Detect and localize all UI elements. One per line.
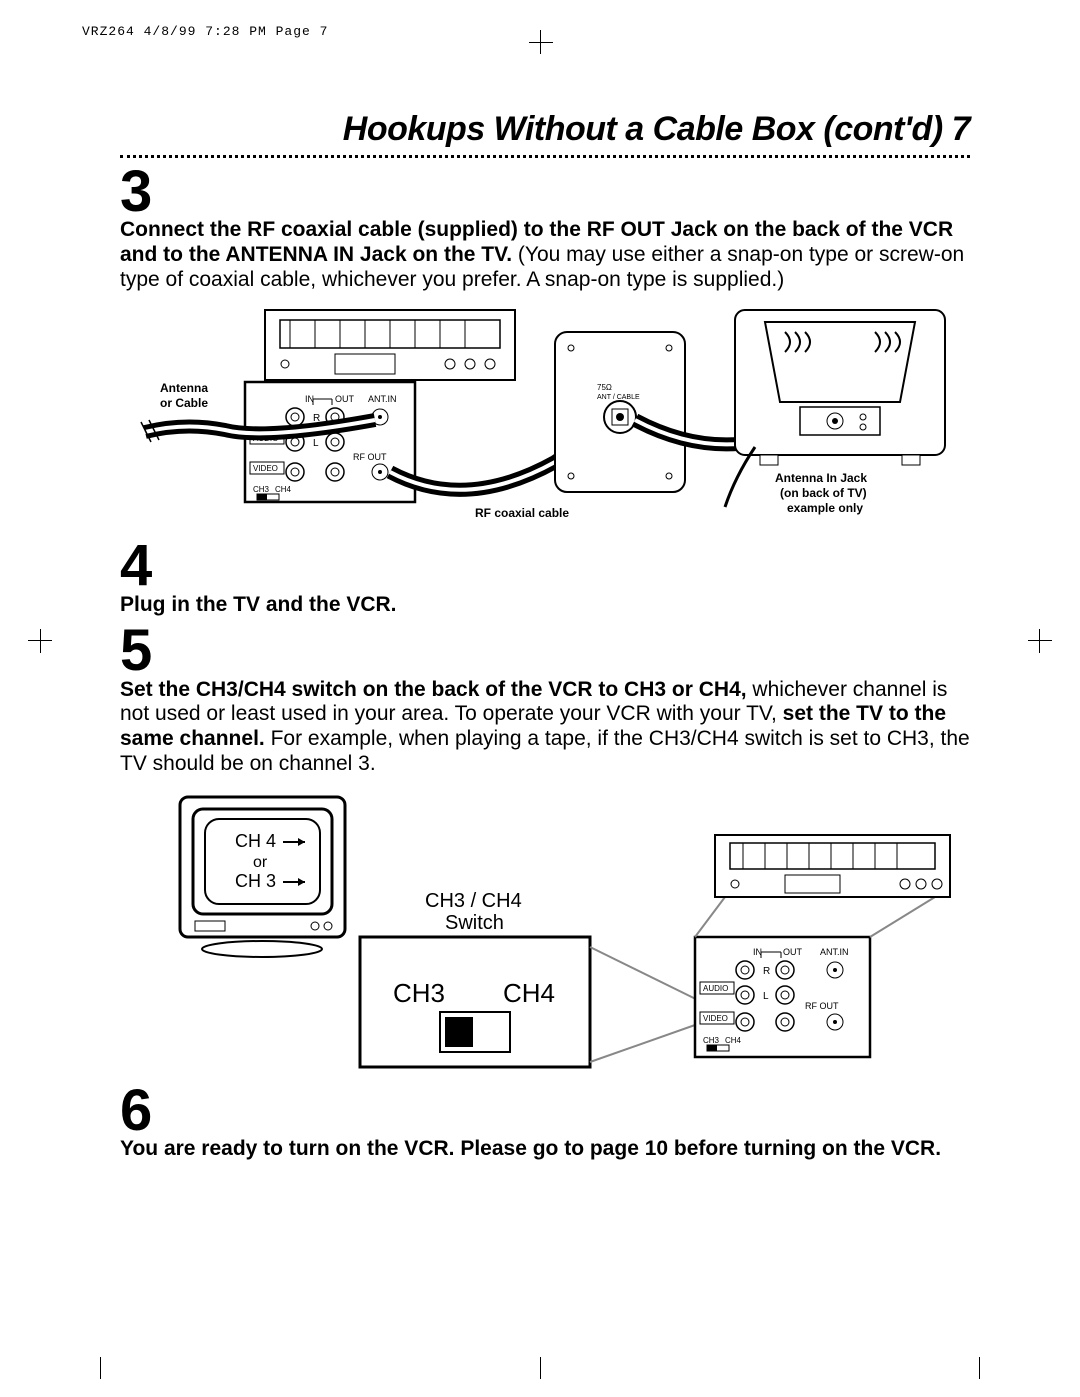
crop-mark [1028, 640, 1052, 641]
label-big-ch4: CH4 [503, 978, 555, 1008]
svg-text:L: L [313, 438, 319, 449]
label-or: or [253, 854, 268, 871]
svg-text:75Ω: 75Ω [597, 383, 612, 392]
crop-mark [100, 1357, 101, 1379]
step-5-text: Set the CH3/CH4 switch on the back of th… [120, 678, 970, 777]
dotted-rule [120, 155, 970, 158]
svg-text:RF OUT: RF OUT [353, 452, 387, 462]
step-6-number: 6 [120, 1085, 970, 1137]
label-switch-sub: Switch [445, 912, 504, 934]
crop-mark [1039, 629, 1040, 653]
crop-mark [979, 1357, 980, 1379]
step-5-number: 5 [120, 625, 970, 677]
svg-text:CH4: CH4 [725, 1036, 742, 1045]
vcr-top-unit-icon [715, 835, 950, 897]
svg-text:ANT.IN: ANT.IN [368, 394, 397, 404]
svg-text:CH4: CH4 [275, 485, 292, 494]
step-5-bold-1: Set the CH3/CH4 switch on the back of th… [120, 678, 747, 701]
vcr-top-icon [265, 310, 515, 380]
label-ch3: CH 3 [235, 871, 276, 891]
label-rf-cable: RF coaxial cable [475, 506, 569, 520]
label-tv-jack-3: example only [787, 501, 863, 515]
antenna-plate-icon: 75Ω ANT / CABLE [555, 332, 685, 492]
label-tv-jack-1: Antenna In Jack [775, 471, 867, 485]
figure-1: Antenna or Cable IN OUT A [120, 302, 970, 532]
page-content: Hookups Without a Cable Box (cont'd) 7 3… [120, 110, 970, 1162]
svg-text:CH3: CH3 [253, 485, 270, 494]
svg-text:OUT: OUT [335, 394, 355, 404]
label-switch-title: CH3 / CH4 [425, 890, 522, 912]
step-6-text: You are ready to turn on the VCR. Please… [120, 1137, 970, 1162]
svg-text:R: R [763, 966, 770, 977]
step-6-bold: You are ready to turn on the VCR. Please… [120, 1137, 941, 1160]
svg-text:RF OUT: RF OUT [805, 1001, 839, 1011]
vcr-back-panel-icon: IN OUT ANT.IN R L AUDIO RF OUT [245, 382, 415, 502]
step-3-number: 3 [120, 166, 970, 218]
figure-2: CH 4 or CH 3 CH3 / CH4 Switch CH3 CH4 IN [120, 787, 970, 1077]
label-or-cable: or Cable [160, 396, 208, 410]
crop-mark [40, 629, 41, 653]
svg-text:L: L [763, 991, 769, 1002]
label-big-ch3: CH3 [393, 978, 445, 1008]
svg-text:CH3: CH3 [703, 1036, 720, 1045]
crop-mark [540, 1357, 541, 1379]
zoom-lines-icon [590, 947, 712, 1062]
svg-text:ANT.IN: ANT.IN [820, 947, 849, 957]
svg-text:ANT / CABLE: ANT / CABLE [597, 394, 640, 401]
step-4-number: 4 [120, 540, 970, 592]
svg-text:AUDIO: AUDIO [703, 984, 728, 993]
svg-text:VIDEO: VIDEO [253, 464, 278, 473]
label-antenna: Antenna [160, 381, 208, 395]
svg-text:VIDEO: VIDEO [703, 1014, 728, 1023]
label-ch4: CH 4 [235, 831, 276, 851]
zoom-lines-2-icon [695, 897, 935, 937]
step-4-text: Plug in the TV and the VCR. [120, 593, 970, 618]
svg-text:OUT: OUT [783, 947, 803, 957]
label-tv-jack-2: (on back of TV) [780, 486, 867, 500]
step-3-text: Connect the RF coaxial cable (supplied) … [120, 218, 970, 292]
ch3-ch4-switch-icon: CH3 / CH4 Switch CH3 CH4 [360, 890, 590, 1067]
print-header: VRZ264 4/8/99 7:28 PM Page 7 [82, 24, 328, 39]
page-title: Hookups Without a Cable Box (cont'd) 7 [120, 110, 970, 149]
step-4-bold: Plug in the TV and the VCR. [120, 593, 397, 616]
vcr-back-panel-small-icon: IN OUT ANT.IN R AUDIO L RF OUT VIDEO [695, 937, 870, 1057]
crop-mark [529, 42, 553, 43]
